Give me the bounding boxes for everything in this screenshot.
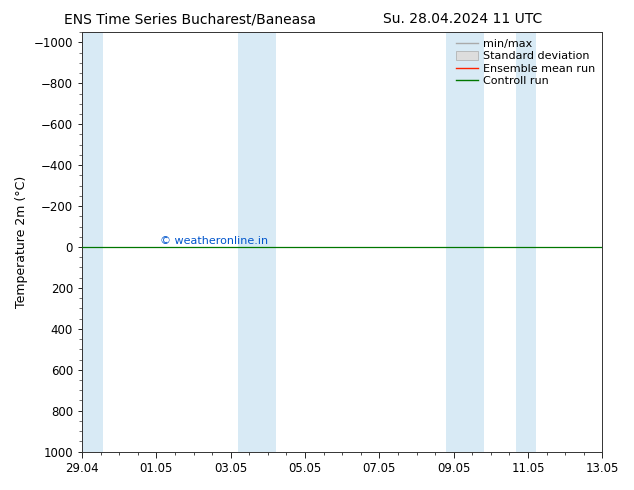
Bar: [82, 32, 103, 452]
Bar: [238, 32, 276, 452]
Text: Su. 28.04.2024 11 UTC: Su. 28.04.2024 11 UTC: [383, 12, 543, 26]
Text: ENS Time Series Bucharest/Baneasa: ENS Time Series Bucharest/Baneasa: [64, 12, 316, 26]
Legend: min/max, Standard deviation, Ensemble mean run, Controll run: min/max, Standard deviation, Ensemble me…: [451, 34, 600, 90]
Bar: [515, 32, 536, 452]
Y-axis label: Temperature 2m (°C): Temperature 2m (°C): [15, 176, 28, 308]
Bar: [446, 32, 484, 452]
Text: © weatheronline.in: © weatheronline.in: [160, 236, 268, 245]
